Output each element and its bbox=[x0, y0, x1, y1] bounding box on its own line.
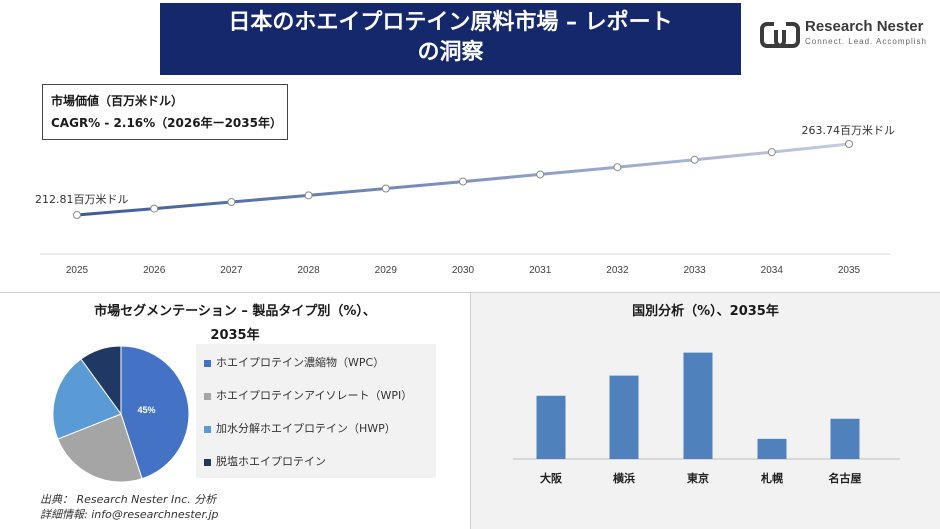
bar-category-label-3: 東京 bbox=[687, 471, 709, 485]
logo-name: Research Nester bbox=[805, 18, 924, 35]
bar-category-label-1: 大阪 bbox=[540, 471, 563, 485]
market-value-line-chart: 2025 2026 2027 2028 2029 2030 2031 2032 2033 2034… bbox=[35, 124, 896, 276]
pie-slice-4 bbox=[80, 345, 122, 416]
logo-tagline: Connect. Lead. Accomplish bbox=[805, 37, 927, 46]
cagr-label: CAGR% - 2.16%（2026年ー2035年） bbox=[51, 116, 282, 130]
line-point-2030 bbox=[459, 177, 467, 186]
line-point-2029 bbox=[381, 184, 390, 193]
source-line: 出典： Research Nester Inc. 分析 bbox=[40, 493, 217, 506]
legend-label-4: 脱塩ホエイプロテイン bbox=[216, 455, 326, 468]
line-point-2025 bbox=[73, 211, 81, 219]
product-type-pie-chart: 45% bbox=[52, 345, 190, 483]
country-title: 国別分析（%）、2035年 bbox=[632, 304, 779, 319]
x-tick-label-2027: 2027 bbox=[220, 265, 243, 276]
x-tick-label-2033: 2033 bbox=[683, 265, 706, 276]
line-point-2033 bbox=[690, 155, 699, 164]
logo-mark-icon bbox=[760, 20, 800, 48]
legend-item-2: ホエイプロテインアイソレート（WPI） bbox=[204, 387, 412, 403]
bar-4 bbox=[757, 438, 787, 459]
line-point-2027 bbox=[227, 198, 236, 207]
x-tick-label-2029: 2029 bbox=[375, 265, 398, 276]
legend-item-4: 脱塩ホエイプロテイン bbox=[204, 453, 326, 469]
start-value-label: 212.81百万米ドル bbox=[35, 193, 129, 206]
x-tick-label-2028: 2028 bbox=[297, 265, 320, 276]
market-value-box: 市場価値（百万米ドル） CAGR% - 2.16%（2026年ー2035年） bbox=[42, 84, 288, 140]
legend-swatch-4 bbox=[204, 458, 211, 466]
x-tick-label-2032: 2032 bbox=[606, 265, 629, 276]
x-tick-label-2035: 2035 bbox=[838, 265, 861, 276]
bar-3 bbox=[683, 352, 713, 459]
bar-category-label-5: 名古屋 bbox=[829, 471, 862, 485]
legend-label-1: ホエイプロテイン濃縮物（WPC） bbox=[216, 356, 385, 369]
legend-item-3: 加水分解ホエイプロテイン（HWP） bbox=[204, 420, 396, 436]
line-point-2035 bbox=[845, 140, 853, 148]
report-title-line-1: 日本のホエイプロテイン原料市場 – レポート bbox=[228, 10, 673, 35]
x-tick-label-2031: 2031 bbox=[529, 265, 552, 276]
end-value-label: 263.74百万米ドル bbox=[802, 124, 896, 137]
contact-line: 詳細情報: info@researchnester.jp bbox=[40, 508, 219, 521]
country-bar-chart: 大阪 横浜 東京 札幌 名古屋 bbox=[513, 352, 900, 485]
bar-2 bbox=[609, 375, 639, 459]
legend-swatch-1 bbox=[204, 359, 211, 367]
line-point-2031 bbox=[536, 170, 545, 179]
bar-1 bbox=[536, 395, 566, 459]
segment-title: 市場セグメンテーション – 製品タイプ別（%）、 2035年 bbox=[40, 300, 430, 348]
legend-item-1: ホエイプロテイン濃縮物（WPC） bbox=[204, 354, 384, 370]
line-point-2034 bbox=[767, 148, 776, 157]
x-tick-label-2034: 2034 bbox=[761, 265, 784, 276]
market-value-label: 市場価値（百万米ドル） bbox=[51, 94, 184, 108]
legend-swatch-2 bbox=[204, 392, 211, 400]
legend-label-3: 加水分解ホエイプロテイン（HWP） bbox=[216, 422, 396, 435]
company-logo: Research Nester Connect. Lead. Accomplis… bbox=[760, 18, 930, 52]
bar-category-label-2: 横浜 bbox=[613, 471, 635, 485]
report-title-banner: 日本のホエイプロテイン原料市場 – レポート の洞察 bbox=[160, 3, 741, 75]
x-tick-label-2025: 2025 bbox=[66, 265, 89, 276]
report-title-line-2: の洞察 bbox=[417, 40, 484, 65]
section-divider-vertical bbox=[470, 292, 471, 529]
line-point-2032 bbox=[613, 163, 622, 172]
legend-label-2: ホエイプロテインアイソレート（WPI） bbox=[216, 389, 413, 402]
line-point-2028 bbox=[304, 191, 313, 200]
source-note: 出典： Research Nester Inc. 分析 詳細情報: info@r… bbox=[40, 492, 219, 522]
segment-title-line-1: 市場セグメンテーション – 製品タイプ別（%）、 bbox=[94, 304, 376, 319]
segment-title-line-2: 2035年 bbox=[210, 328, 260, 343]
pie-legend: ホエイプロテイン濃縮物（WPC） ホエイプロテインアイソレート（WPI） 加水分解ホ… bbox=[196, 344, 436, 478]
pie-slice-3 bbox=[52, 358, 122, 440]
legend-swatch-3 bbox=[204, 425, 211, 433]
x-tick-label-2026: 2026 bbox=[143, 265, 166, 276]
pie-slice-1 bbox=[120, 345, 190, 480]
pie-slice-label-1: 45% bbox=[138, 405, 156, 415]
x-tick-label-2030: 2030 bbox=[452, 265, 475, 276]
line-point-2026 bbox=[150, 204, 159, 213]
bar-category-label-4: 札幌 bbox=[760, 471, 783, 485]
bar-5 bbox=[830, 418, 860, 459]
